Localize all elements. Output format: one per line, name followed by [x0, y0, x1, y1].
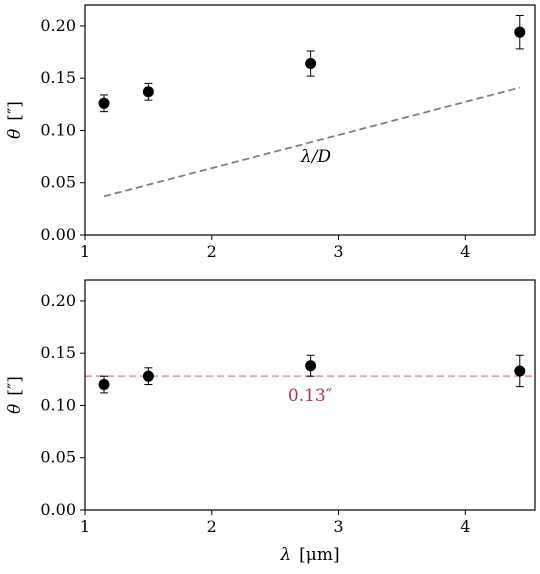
x-axis-label: λ [μm] [279, 545, 339, 565]
panel-1: λ/D 1 2 3 4 0.00 0.05 0.10 0.15 0.20 θ[″] [5, 4, 536, 261]
panel-2: 0.13″ 1 2 3 4 0.00 0.05 0.10 0.15 0.20 θ[″] λ [μm] [5, 279, 536, 565]
data-point [514, 26, 526, 38]
plot-frame [84, 279, 536, 511]
x-tick-label: 3 [333, 517, 343, 536]
y-axis-label: θ[″] [5, 101, 25, 139]
data-point [142, 370, 154, 382]
y-tick-label: 0.15 [40, 343, 76, 362]
x-tick-label: 2 [207, 517, 217, 536]
y-tick-label: 0.00 [40, 225, 76, 244]
x-tick-label: 4 [460, 517, 470, 536]
data-point [305, 360, 317, 372]
y-tick-label: 0.20 [40, 16, 76, 35]
x-tick-label: 4 [460, 242, 470, 261]
y-tick-label: 0.05 [40, 173, 76, 192]
y-tick-label: 0.00 [40, 500, 76, 519]
reference-line [103, 86, 521, 198]
y-tick-label: 0.10 [40, 395, 76, 414]
data-point [98, 379, 110, 391]
data-point [514, 365, 526, 377]
y-tick-label: 0.20 [40, 291, 76, 310]
y-tick-label: 0.10 [40, 120, 76, 139]
x-tick-label: 1 [80, 242, 90, 261]
y-tick-label: 0.05 [40, 448, 76, 467]
reference-line-label: λ/D [300, 147, 332, 167]
x-tick-label: 3 [333, 242, 343, 261]
y-axis-label: θ[″] [5, 376, 25, 414]
data-point [142, 86, 154, 98]
mean-line-label: 0.13″ [288, 386, 332, 406]
data-point [305, 58, 317, 70]
x-tick-label: 1 [80, 517, 90, 536]
data-point [98, 97, 110, 109]
x-tick-label: 2 [207, 242, 217, 261]
y-tick-label: 0.15 [40, 68, 76, 87]
plot-frame [84, 4, 536, 236]
